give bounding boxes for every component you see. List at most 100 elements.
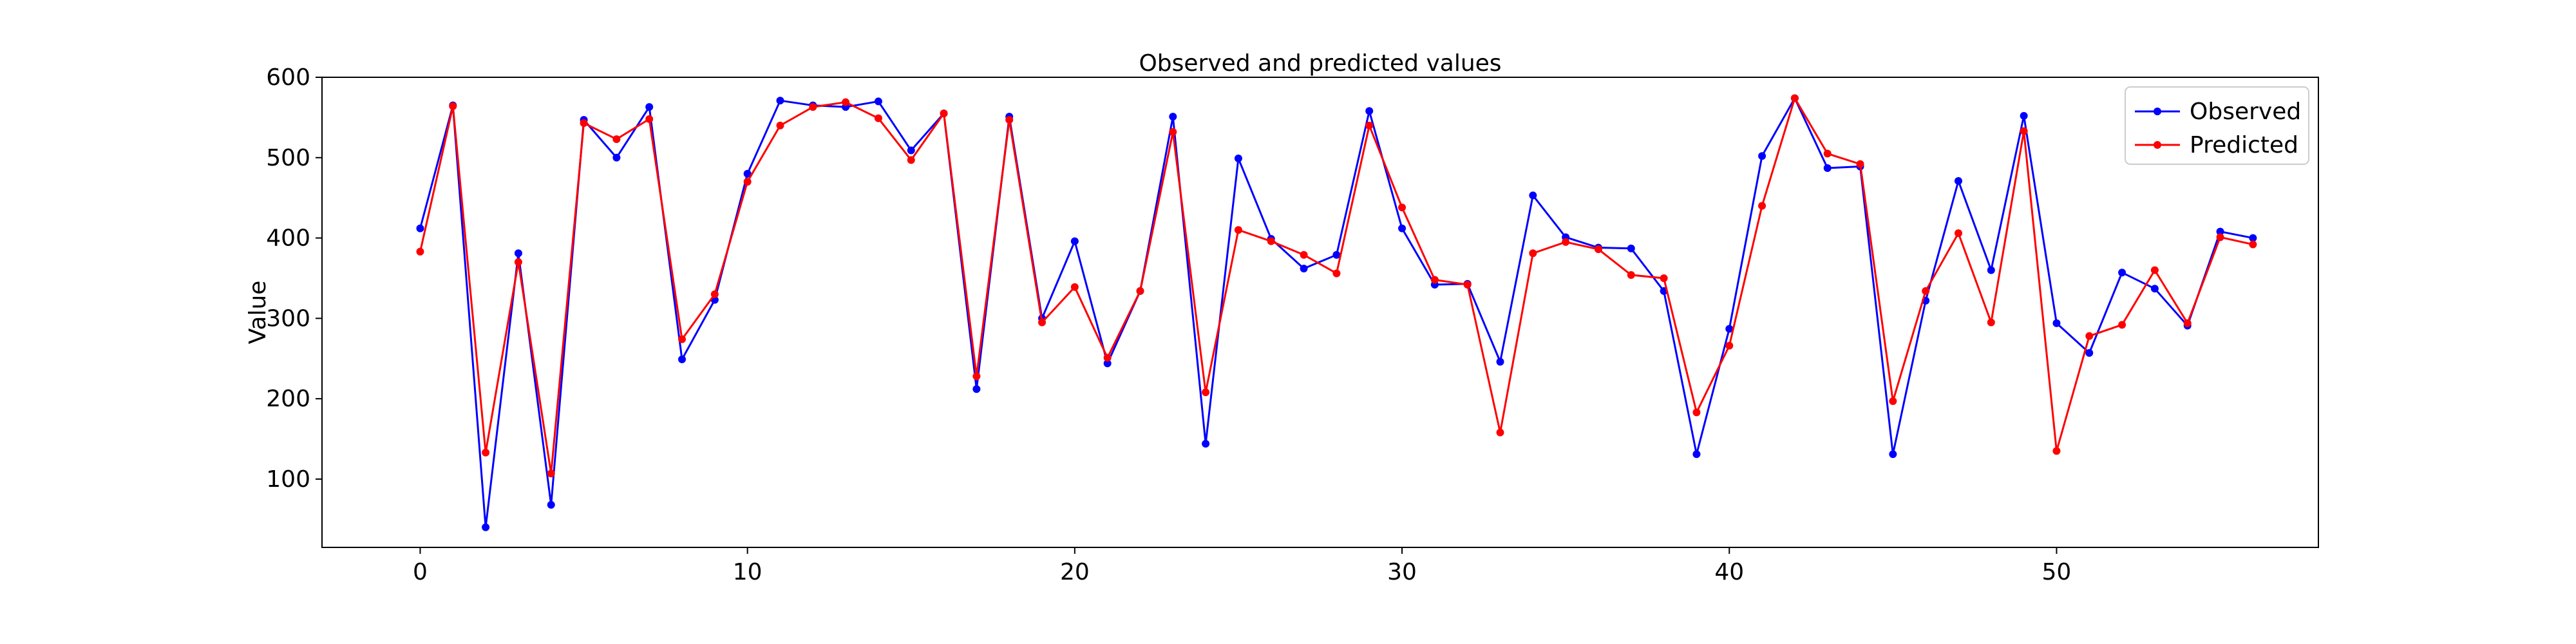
data-point-observed bbox=[1103, 359, 1112, 368]
data-point-predicted bbox=[1660, 274, 1668, 282]
data-point-observed bbox=[743, 169, 752, 178]
data-point-observed bbox=[547, 500, 555, 509]
data-point-observed bbox=[776, 97, 784, 105]
x-tick-label: 0 bbox=[413, 559, 428, 585]
data-point-predicted bbox=[842, 98, 850, 106]
y-tick-label: 200 bbox=[266, 386, 310, 412]
data-point-predicted bbox=[1005, 116, 1014, 124]
data-point-observed bbox=[514, 249, 522, 258]
data-point-observed bbox=[416, 224, 424, 232]
series-line-predicted bbox=[419, 97, 2253, 475]
data-point-predicted bbox=[1823, 149, 1832, 158]
data-point-predicted bbox=[580, 119, 588, 128]
data-point-predicted bbox=[1038, 318, 1046, 327]
data-point-predicted bbox=[1332, 269, 1341, 278]
data-point-observed bbox=[1692, 450, 1701, 459]
data-point-predicted bbox=[1594, 245, 1602, 254]
data-point-predicted bbox=[1398, 204, 1406, 212]
data-point-observed bbox=[1987, 266, 1995, 274]
data-point-observed bbox=[1725, 325, 1734, 333]
data-point-predicted bbox=[2085, 332, 2094, 340]
data-point-predicted bbox=[710, 290, 719, 298]
x-tick-label: 40 bbox=[1714, 559, 1744, 585]
data-point-observed bbox=[1758, 152, 1766, 160]
data-point-predicted bbox=[514, 258, 522, 267]
data-point-predicted bbox=[874, 114, 882, 122]
data-point-predicted bbox=[2118, 321, 2126, 329]
data-point-predicted bbox=[1758, 202, 1766, 210]
data-point-predicted bbox=[2183, 319, 2192, 327]
y-tick-label: 400 bbox=[266, 225, 310, 252]
data-point-observed bbox=[907, 146, 915, 155]
chart-title: Observed and predicted values bbox=[1139, 50, 1501, 77]
data-point-predicted bbox=[1136, 287, 1144, 295]
data-point-predicted bbox=[1103, 354, 1112, 362]
data-point-observed bbox=[2020, 111, 2028, 120]
data-point-observed bbox=[2150, 285, 2159, 293]
data-point-predicted bbox=[547, 469, 555, 478]
data-point-predicted bbox=[972, 372, 981, 381]
data-point-observed bbox=[1169, 113, 1177, 121]
data-point-observed bbox=[1823, 164, 1832, 173]
data-point-observed bbox=[1202, 440, 1210, 448]
data-point-predicted bbox=[776, 121, 784, 129]
data-point-predicted bbox=[2052, 447, 2061, 455]
data-point-predicted bbox=[1070, 283, 1079, 291]
data-point-observed bbox=[2216, 227, 2224, 236]
data-point-predicted bbox=[2150, 266, 2159, 274]
y-axis-label: Value bbox=[245, 281, 271, 345]
data-point-observed bbox=[1954, 176, 1962, 185]
x-axis-ticks: 0 10 20 30 40 50 bbox=[413, 547, 2071, 585]
data-point-predicted bbox=[2020, 127, 2028, 135]
legend-label-predicted: Predicted bbox=[2190, 132, 2298, 158]
y-tick-label: 500 bbox=[266, 145, 310, 171]
data-point-observed bbox=[2118, 269, 2126, 277]
data-point-predicted bbox=[743, 178, 752, 186]
data-point-predicted bbox=[809, 103, 817, 111]
legend-marker-observed bbox=[2154, 108, 2161, 115]
data-point-observed bbox=[1889, 450, 1897, 459]
data-point-predicted bbox=[678, 335, 687, 343]
data-point-predicted bbox=[482, 448, 490, 457]
x-tick-label: 10 bbox=[733, 559, 762, 585]
data-point-predicted bbox=[1790, 94, 1799, 102]
legend-label-observed: Observed bbox=[2190, 99, 2301, 125]
data-point-predicted bbox=[1463, 280, 1472, 289]
data-point-predicted bbox=[1300, 251, 1308, 259]
data-point-predicted bbox=[1496, 428, 1504, 437]
x-tick-label: 30 bbox=[1387, 559, 1417, 585]
data-point-observed bbox=[645, 103, 654, 111]
data-point-predicted bbox=[2216, 233, 2224, 242]
plot-frame bbox=[321, 77, 2319, 548]
data-point-observed bbox=[972, 385, 981, 393]
data-point-observed bbox=[678, 355, 687, 363]
data-point-observed bbox=[612, 153, 621, 162]
data-point-predicted bbox=[1725, 341, 1734, 350]
data-point-predicted bbox=[2249, 240, 2257, 249]
data-point-observed bbox=[482, 523, 490, 531]
data-point-observed bbox=[1365, 107, 1374, 115]
legend: Observed Predicted bbox=[2125, 86, 2309, 165]
data-point-observed bbox=[2052, 319, 2061, 327]
data-point-observed bbox=[2085, 349, 2094, 357]
x-tick-label: 20 bbox=[1060, 559, 1090, 585]
data-point-predicted bbox=[1202, 388, 1210, 397]
data-point-predicted bbox=[612, 135, 621, 144]
data-point-observed bbox=[874, 97, 882, 106]
data-point-predicted bbox=[416, 247, 424, 256]
data-point-predicted bbox=[907, 156, 915, 164]
data-point-observed bbox=[1332, 251, 1341, 259]
data-point-predicted bbox=[940, 109, 948, 118]
data-point-observed bbox=[2249, 234, 2257, 242]
y-axis-ticks: 100 200 300 400 500 600 bbox=[266, 64, 322, 493]
data-point-observed bbox=[1627, 244, 1635, 252]
data-point-observed bbox=[1300, 264, 1308, 272]
data-point-predicted bbox=[1430, 276, 1439, 284]
data-point-predicted bbox=[1627, 270, 1635, 279]
y-tick-label: 600 bbox=[266, 64, 310, 91]
series-line-observed bbox=[419, 97, 2253, 529]
x-tick-label: 50 bbox=[2042, 559, 2072, 585]
data-point-predicted bbox=[1234, 226, 1242, 234]
data-point-predicted bbox=[1856, 160, 1864, 168]
